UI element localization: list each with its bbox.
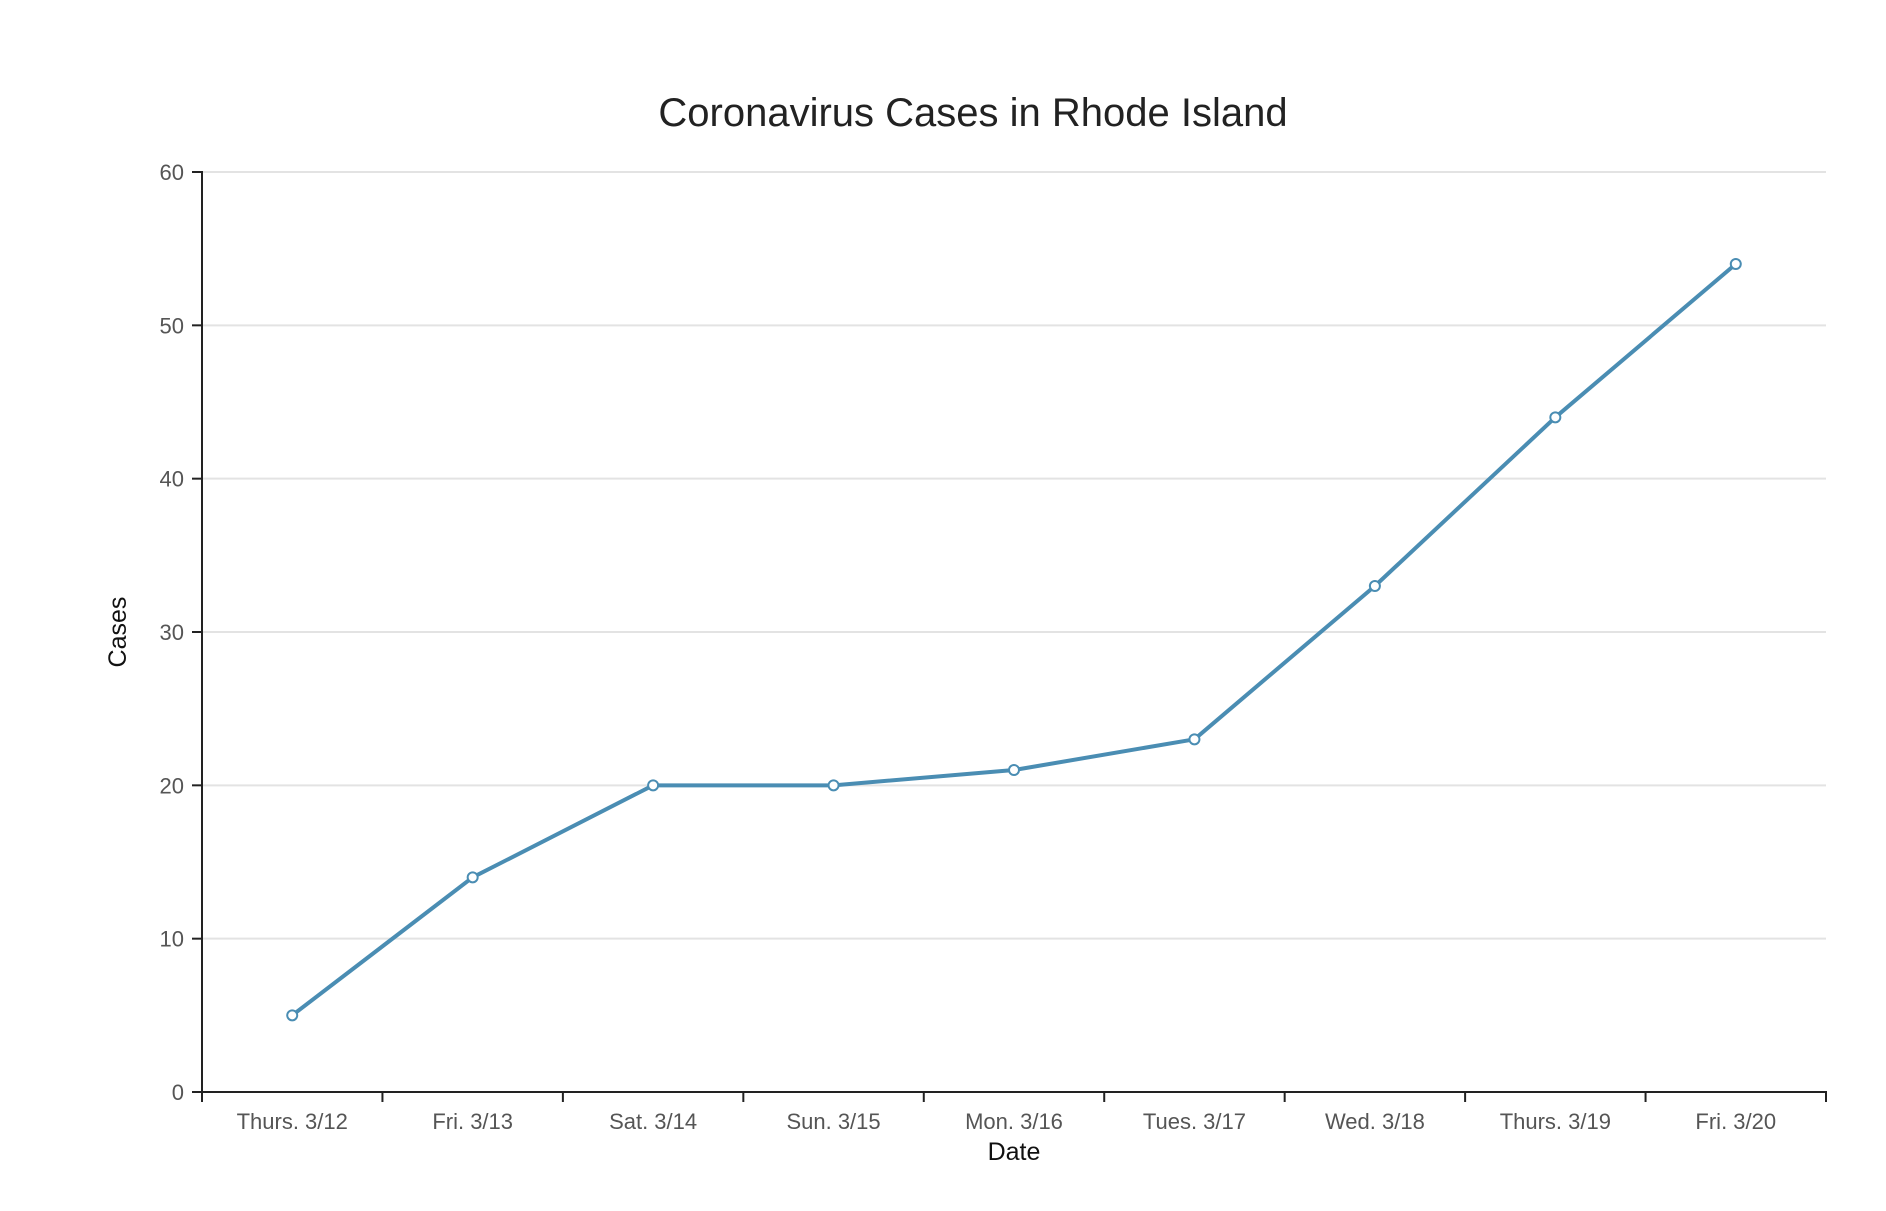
data-point[interactable] [827,779,840,792]
y-tick-label: 0 [172,1080,184,1105]
x-tick-label: Sun. 3/15 [786,1109,880,1134]
y-tick-label: 20 [160,773,184,798]
y-tick-label: 60 [160,160,184,185]
gridlines [202,171,1826,940]
y-tick-label: 10 [160,927,184,952]
data-point[interactable] [647,779,660,792]
x-axis-line [201,1091,1827,1102]
x-tick-label: Thurs. 3/19 [1500,1109,1611,1134]
data-point[interactable] [1188,733,1201,746]
data-point[interactable] [466,871,479,884]
data-point[interactable] [1008,764,1020,776]
x-tick-label: Wed. 3/18 [1325,1109,1425,1134]
y-tick-label: 30 [160,620,184,645]
x-tick-label: Fri. 3/20 [1695,1109,1776,1134]
data-point[interactable] [1368,580,1381,592]
x-tick-label: Mon. 3/16 [965,1109,1063,1134]
data-point[interactable] [1549,411,1562,424]
chart-title: Coronavirus Cases in Rhode Island [658,91,1287,135]
x-tick-label: Sat. 3/14 [609,1109,697,1134]
x-tick-label: Thurs. 3/12 [237,1109,348,1134]
x-axis-title: Date [988,1138,1041,1166]
y-axis-title: Cases [104,597,132,668]
x-tick-label: Fri. 3/13 [432,1109,513,1134]
data-point[interactable] [1729,258,1742,270]
y-tick-label: 50 [160,313,184,338]
x-tick-label: Tues. 3/17 [1143,1109,1246,1134]
data-point[interactable] [286,1009,299,1022]
series-line [290,262,1738,1018]
ticks: 0 10 20 30 40 50 60 Thurs. 3/12 Fri. 3/13 Sat. 3/… [160,160,1827,1134]
y-tick-label: 40 [160,467,184,492]
series [286,258,1742,1022]
axes [192,171,1827,1102]
